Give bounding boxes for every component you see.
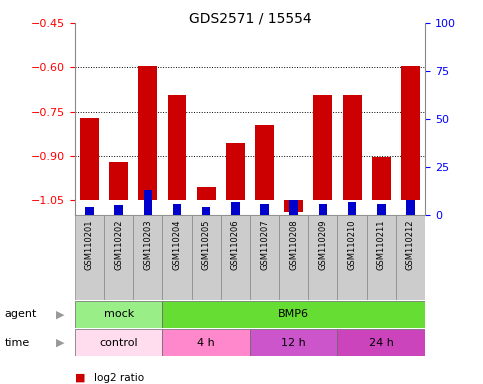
- Text: GDS2571 / 15554: GDS2571 / 15554: [189, 12, 311, 25]
- Text: 24 h: 24 h: [369, 338, 394, 348]
- Bar: [260, 204, 269, 215]
- Text: GSM110207: GSM110207: [260, 219, 269, 270]
- Bar: [75, 301, 162, 328]
- Text: 4 h: 4 h: [198, 338, 215, 348]
- Text: ■: ■: [75, 373, 85, 383]
- Bar: [338, 215, 367, 300]
- Bar: [104, 215, 133, 300]
- Bar: [226, 143, 245, 200]
- Text: GSM110209: GSM110209: [318, 219, 327, 270]
- Bar: [133, 215, 162, 300]
- Bar: [406, 200, 415, 215]
- Bar: [221, 215, 250, 300]
- Bar: [231, 202, 240, 215]
- Bar: [162, 329, 250, 356]
- Text: GSM110212: GSM110212: [406, 219, 415, 270]
- Bar: [372, 157, 391, 200]
- Bar: [173, 204, 181, 215]
- Bar: [114, 205, 123, 215]
- Text: GSM110211: GSM110211: [377, 219, 386, 270]
- Bar: [197, 187, 216, 200]
- Text: control: control: [99, 338, 138, 348]
- Bar: [338, 329, 425, 356]
- Text: time: time: [5, 338, 30, 348]
- Bar: [109, 162, 128, 200]
- Text: GSM110203: GSM110203: [143, 219, 152, 270]
- Bar: [289, 200, 298, 215]
- Text: GSM110204: GSM110204: [172, 219, 182, 270]
- Text: mock: mock: [103, 310, 134, 319]
- Bar: [348, 202, 356, 215]
- Bar: [250, 329, 338, 356]
- Bar: [396, 215, 425, 300]
- Bar: [80, 118, 99, 200]
- Bar: [162, 215, 192, 300]
- Text: BMP6: BMP6: [278, 310, 309, 319]
- Text: GSM110206: GSM110206: [231, 219, 240, 270]
- Bar: [255, 125, 274, 200]
- Bar: [138, 66, 157, 200]
- Text: GSM110208: GSM110208: [289, 219, 298, 270]
- Text: log2 ratio: log2 ratio: [94, 373, 144, 383]
- Bar: [342, 95, 362, 200]
- Bar: [85, 207, 94, 215]
- Bar: [143, 190, 152, 215]
- Bar: [313, 95, 332, 200]
- Text: agent: agent: [5, 310, 37, 319]
- Text: GSM110205: GSM110205: [202, 219, 211, 270]
- Bar: [367, 215, 396, 300]
- Text: GSM110202: GSM110202: [114, 219, 123, 270]
- Bar: [192, 215, 221, 300]
- Bar: [319, 204, 327, 215]
- Bar: [250, 215, 279, 300]
- Text: 12 h: 12 h: [282, 338, 306, 348]
- Text: GSM110201: GSM110201: [85, 219, 94, 270]
- Bar: [377, 204, 385, 215]
- Text: ▶: ▶: [56, 310, 65, 319]
- Bar: [308, 215, 338, 300]
- Bar: [75, 329, 162, 356]
- Bar: [279, 215, 308, 300]
- Text: ▶: ▶: [56, 338, 65, 348]
- Bar: [202, 207, 211, 215]
- Bar: [168, 95, 186, 200]
- Text: GSM110210: GSM110210: [348, 219, 356, 270]
- Bar: [284, 200, 303, 212]
- Bar: [75, 215, 104, 300]
- Bar: [401, 66, 420, 200]
- Bar: [162, 301, 425, 328]
